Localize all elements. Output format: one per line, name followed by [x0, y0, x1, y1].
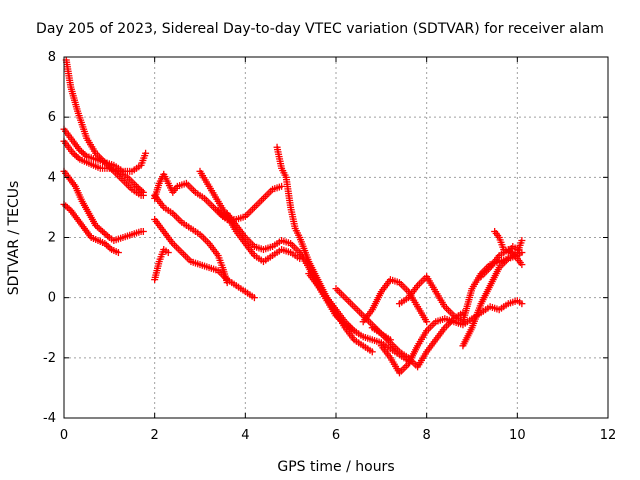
data-points	[60, 56, 526, 377]
series-trace-22	[491, 227, 521, 257]
y-tick-label: 2	[48, 231, 56, 246]
series-trace-17	[377, 297, 526, 377]
series-trace-12	[214, 182, 286, 223]
series-trace-5	[60, 200, 122, 257]
data-point	[278, 182, 286, 190]
data-point	[139, 188, 147, 196]
data-point	[513, 246, 521, 254]
data-point	[164, 249, 172, 257]
y-tick-labels: -4 -2 0 2 4 6 8	[43, 50, 56, 426]
y-tick-label: 4	[48, 170, 56, 185]
y-axis-title: SDTVAR / TECUs	[6, 181, 22, 296]
series-trace-21	[477, 246, 526, 281]
y-tick-label: 6	[48, 110, 56, 125]
axis-ticks	[63, 56, 609, 419]
data-point	[423, 318, 431, 326]
series-trace-9	[151, 246, 172, 284]
data-point	[139, 227, 147, 235]
x-tick-label: 8	[423, 428, 431, 443]
x-axis-title: GPS time / hours	[277, 459, 394, 475]
series-trace-4	[60, 167, 147, 245]
y-tick-label: -4	[43, 411, 56, 426]
y-tick-label: 8	[48, 50, 56, 65]
series-trace-1	[62, 56, 147, 199]
grid-lines	[64, 57, 608, 418]
data-point	[518, 237, 526, 245]
series-trace-7	[151, 191, 231, 287]
data-point	[459, 309, 467, 317]
x-tick-label: 12	[600, 428, 617, 443]
x-tick-label: 2	[151, 428, 159, 443]
data-point	[518, 300, 526, 308]
x-tick-label: 0	[60, 428, 68, 443]
x-tick-labels: 0 2 4 6 8 10 12	[60, 428, 616, 443]
series-trace-2	[60, 125, 150, 175]
x-tick-label: 10	[509, 428, 526, 443]
data-point	[518, 261, 526, 269]
series-trace-13	[273, 143, 376, 356]
series-trace-8	[151, 215, 258, 302]
series-trace-19	[368, 309, 467, 371]
y-tick-label: -2	[43, 351, 56, 366]
x-tick-label: 6	[332, 428, 340, 443]
series-trace-3	[60, 137, 147, 196]
x-tick-label: 4	[241, 428, 249, 443]
y-tick-label: 0	[48, 291, 56, 306]
data-point	[368, 348, 376, 356]
chart-title: Day 205 of 2023, Sidereal Day-to-day VTE…	[36, 21, 604, 37]
data-point	[142, 149, 150, 157]
series-trace-20	[459, 237, 526, 350]
data-point	[250, 294, 258, 302]
data-point	[114, 249, 122, 257]
